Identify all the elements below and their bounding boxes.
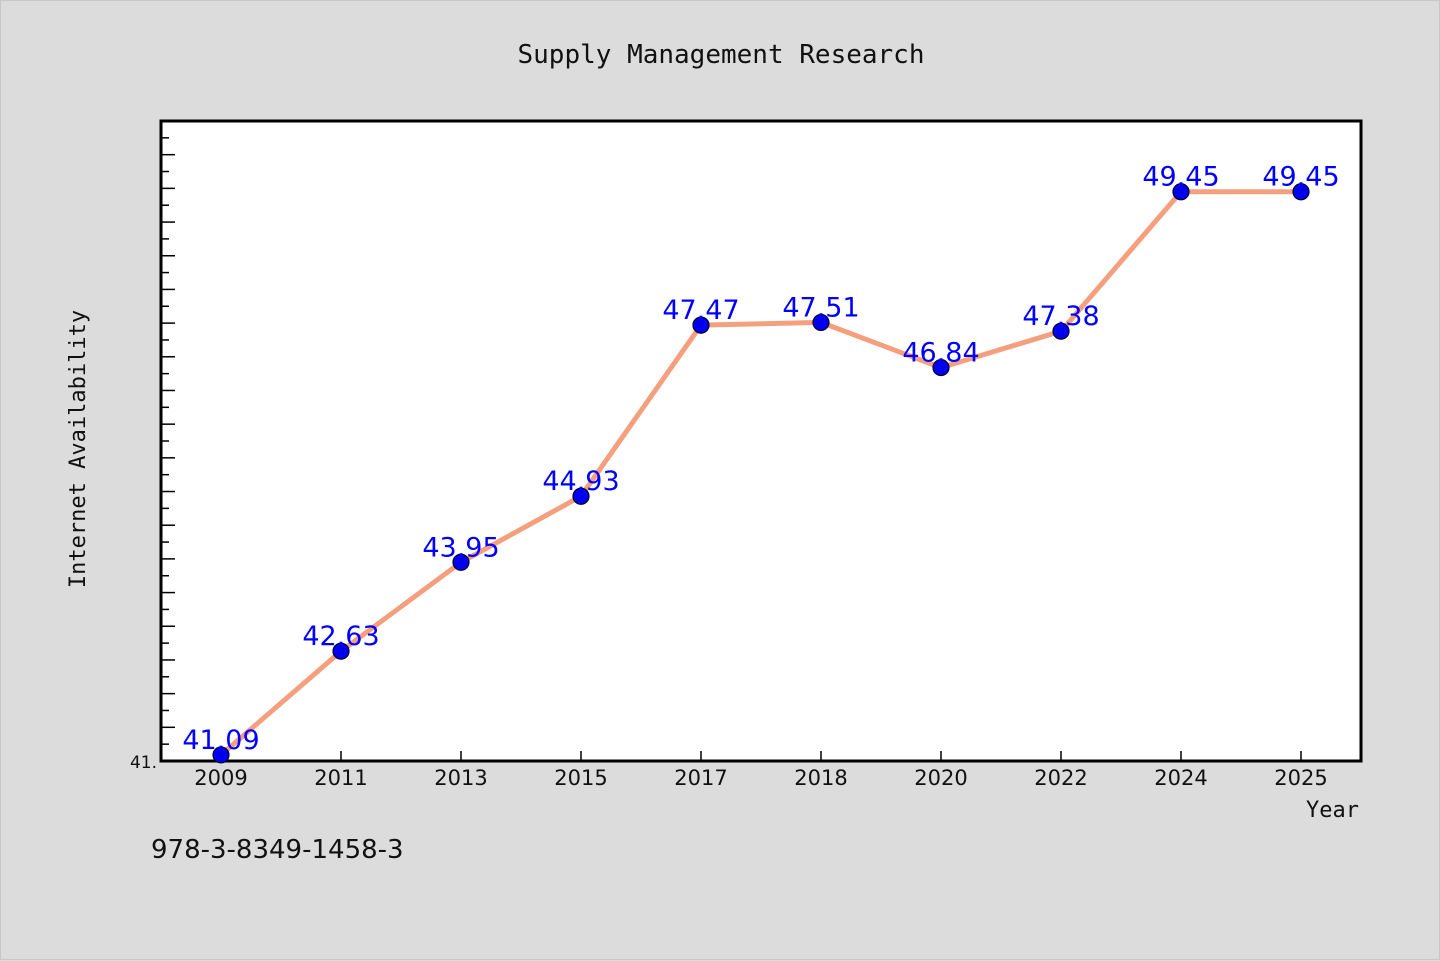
data-label: 43.95 <box>422 532 499 563</box>
footer-identifier: 978-3-8349-1458-3 <box>151 835 404 865</box>
x-tick-label: 2022 <box>1034 766 1087 790</box>
x-tick-label: 2024 <box>1154 766 1207 790</box>
y-tick-label: 41. <box>130 753 157 773</box>
data-point <box>812 313 830 332</box>
data-label: 47.38 <box>1022 301 1099 332</box>
data-point <box>212 746 230 764</box>
x-tick-label: 2009 <box>194 766 247 790</box>
series-markers <box>212 183 1310 764</box>
x-tick-label: 2017 <box>674 766 727 790</box>
data-point <box>1052 322 1070 340</box>
x-tick-label: 2020 <box>914 766 967 790</box>
series-line <box>218 189 1304 758</box>
x-tick-label: 2018 <box>794 766 847 790</box>
data-point <box>572 487 590 505</box>
data-label: 49.45 <box>1142 162 1219 193</box>
x-tick-labels: 2009 2011 2013 2015 2017 2018 2020 2022 2024 2025 <box>194 766 1327 790</box>
data-point <box>452 553 470 571</box>
x-tick-label: 2025 <box>1274 766 1327 790</box>
x-tick-label: 2015 <box>554 766 607 790</box>
data-point <box>1172 183 1190 201</box>
data-label: 47.47 <box>662 295 739 326</box>
y-axis-label: Internet Availability <box>66 310 91 588</box>
data-point <box>332 642 350 660</box>
chart-title: Supply Management Research <box>518 40 925 70</box>
data-point <box>692 316 710 334</box>
x-tick-label: 2011 <box>314 766 367 790</box>
plot-area <box>159 119 1363 763</box>
x-axis-label: Year <box>1306 798 1359 823</box>
x-tick-label: 2013 <box>434 766 487 790</box>
data-label: 49.45 <box>1262 162 1339 193</box>
data-point <box>932 358 950 377</box>
y-axis-ticks <box>161 120 175 762</box>
data-label: 47.51 <box>782 292 859 323</box>
data-label: 46.84 <box>902 338 979 369</box>
data-label: 42.63 <box>302 621 379 652</box>
data-label: 44.93 <box>542 466 619 497</box>
data-labels: 41.09 42.63 43.95 44.93 47.47 47.51 46.84 47.38… <box>182 162 1339 756</box>
data-label: 41.09 <box>182 725 259 756</box>
data-point <box>1292 183 1310 201</box>
